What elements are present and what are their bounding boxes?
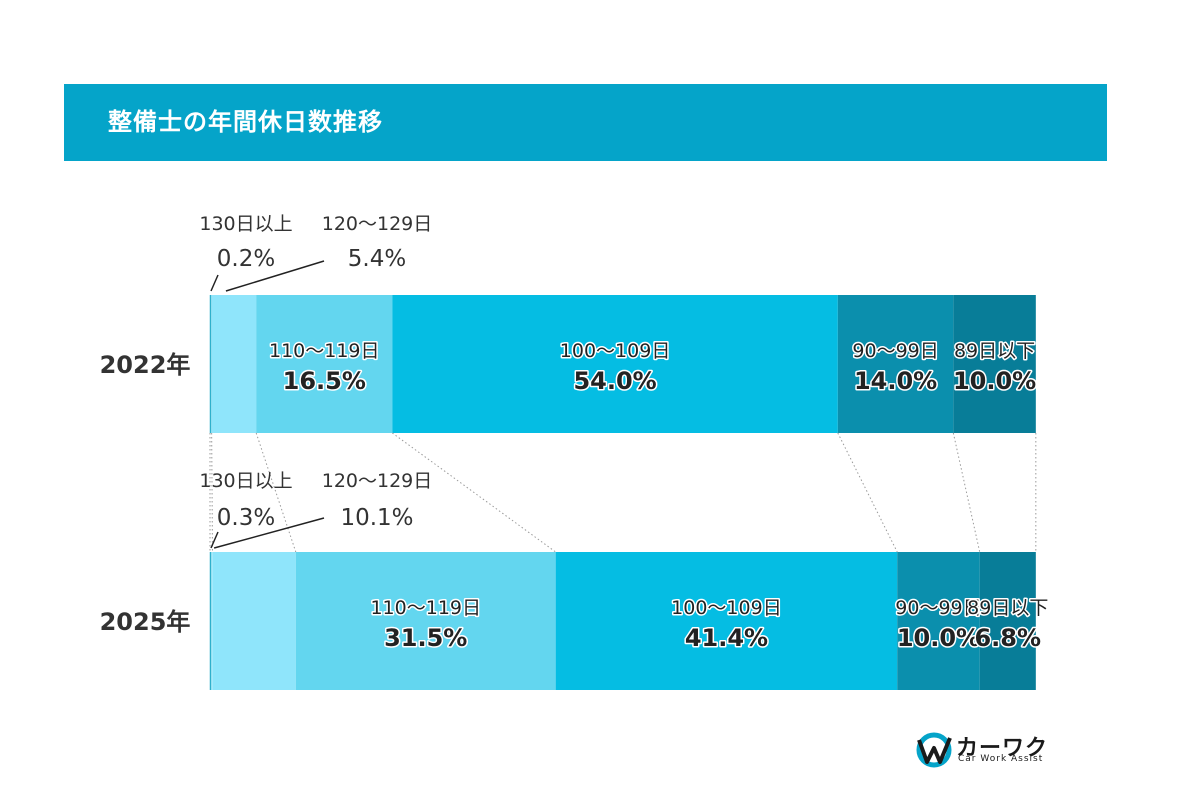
- category-label-1: 2022年: [100, 351, 191, 379]
- bar-2-89-below: [979, 552, 1036, 690]
- segment-value-2-89-below: 6.8%: [974, 624, 1041, 652]
- callout-name-1-120-129: 120〜129日: [322, 213, 433, 235]
- bar-1-110-119: [256, 295, 393, 433]
- connector-line-3: [392, 432, 556, 553]
- segment-name-2-110-119: 110〜119日: [370, 597, 481, 619]
- segment-name-1-90-99: 90〜99日: [852, 340, 938, 362]
- connector-line-5: [952, 432, 981, 553]
- title-band: 整備士の年間休日数推移: [64, 84, 1107, 161]
- logo-mark-icon: [916, 732, 952, 768]
- callout-value-2-120-129: 10.1%: [340, 505, 413, 531]
- bar-1-89-below: [953, 295, 1036, 433]
- callout-value-1-130-plus: 0.2%: [217, 246, 275, 272]
- segment-value-1-110-119: 16.5%: [283, 367, 366, 395]
- logo-subtitle: Car Work Assist: [958, 754, 1044, 764]
- callout-value-2-130-plus: 0.3%: [217, 505, 275, 531]
- segment-value-1-89-below: 10.0%: [953, 367, 1036, 395]
- connector-line-4: [837, 432, 898, 553]
- callout-value-1-120-129: 5.4%: [348, 246, 406, 272]
- segment-value-2-90-99: 10.0%: [897, 624, 980, 652]
- segment-value-1-90-99: 14.0%: [854, 367, 937, 395]
- bar-2-100-109: [555, 552, 898, 690]
- brand-logo: カーワク Car Work Assist: [916, 732, 1049, 768]
- segment-value-2-100-109: 41.4%: [685, 624, 768, 652]
- callout-name-2-120-129: 120〜129日: [322, 470, 433, 492]
- segment-name-2-89-below: 89日以下: [967, 597, 1048, 619]
- segment-name-1-100-109: 100〜109日: [560, 340, 671, 362]
- bar-1-100-109: [392, 295, 838, 433]
- segment-value-2-110-119: 31.5%: [384, 624, 467, 652]
- segment-name-1-110-119: 110〜119日: [269, 340, 380, 362]
- connector-line-1: [211, 432, 213, 553]
- bar-1-120-129: [211, 295, 257, 433]
- connector-line-2: [255, 432, 297, 553]
- segment-name-2-90-99: 90〜99日: [895, 597, 981, 619]
- chart-title: 整備士の年間休日数推移: [108, 108, 383, 136]
- leader-line-1-120-129: [225, 260, 325, 292]
- segment-value-1-100-109: 54.0%: [573, 367, 656, 395]
- leader-line-1-130-plus: [210, 274, 219, 292]
- bar-2-120-129: [212, 552, 296, 690]
- leader-line-2-120-129: [213, 517, 325, 549]
- leader-line-2-130-plus: [210, 531, 219, 549]
- category-label-2: 2025年: [100, 608, 191, 636]
- segment-name-1-89-below: 89日以下: [954, 340, 1035, 362]
- callout-name-1-130-plus: 130日以上: [199, 213, 292, 235]
- bar-2-110-119: [295, 552, 556, 690]
- logo-name: カーワク: [956, 736, 1049, 761]
- bar-1-90-99: [837, 295, 954, 433]
- segment-name-2-100-109: 100〜109日: [671, 597, 782, 619]
- bar-2-90-99: [897, 552, 980, 690]
- callout-name-2-130-plus: 130日以上: [199, 470, 292, 492]
